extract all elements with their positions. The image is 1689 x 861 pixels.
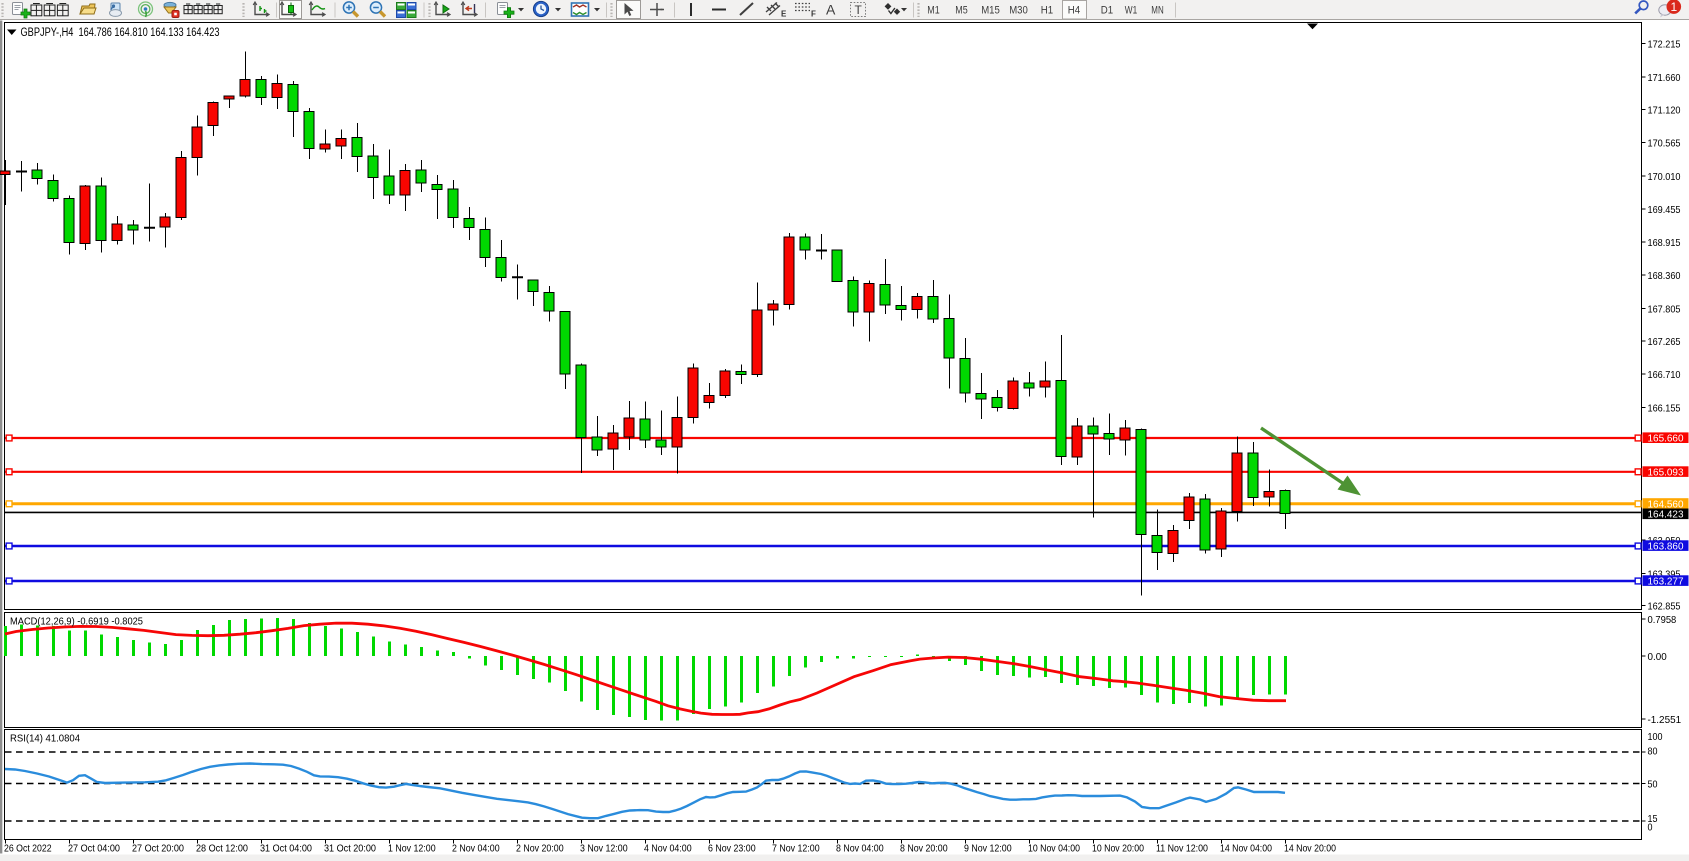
svg-text:164.560: 164.560 <box>1648 499 1684 510</box>
svg-text:M30: M30 <box>1009 5 1028 17</box>
svg-text:167.805: 167.805 <box>1648 304 1681 315</box>
svg-text:31 Oct 04:00: 31 Oct 04:00 <box>260 844 312 855</box>
svg-text:27 Oct 04:00: 27 Oct 04:00 <box>68 844 120 855</box>
svg-text:27 Oct 20:00: 27 Oct 20:00 <box>132 844 184 855</box>
svg-text:8 Nov 20:00: 8 Nov 20:00 <box>900 844 948 855</box>
svg-text:171.120: 171.120 <box>1648 105 1681 116</box>
svg-text:168.360: 168.360 <box>1648 271 1681 282</box>
svg-text:1: 1 <box>1670 0 1677 14</box>
svg-text:8 Nov 04:00: 8 Nov 04:00 <box>836 844 884 855</box>
svg-text:M1: M1 <box>927 5 939 17</box>
svg-text:170.565: 170.565 <box>1648 138 1681 149</box>
svg-text:RSI(14) 41.0804: RSI(14) 41.0804 <box>10 734 80 745</box>
svg-text:2 Nov 04:00: 2 Nov 04:00 <box>452 844 500 855</box>
svg-text:165.660: 165.660 <box>1648 434 1684 445</box>
svg-text:0.00: 0.00 <box>1648 652 1667 663</box>
svg-text:163.395: 163.395 <box>1648 569 1681 580</box>
svg-text:A: A <box>826 2 836 18</box>
svg-text:28 Oct 12:00: 28 Oct 12:00 <box>196 844 248 855</box>
svg-text:162.855: 162.855 <box>1648 601 1681 612</box>
svg-text:164.423: 164.423 <box>1648 510 1684 521</box>
svg-text:169.455: 169.455 <box>1648 205 1681 216</box>
svg-text:3 Nov 12:00: 3 Nov 12:00 <box>580 844 628 855</box>
svg-text:H1: H1 <box>1041 5 1053 17</box>
svg-text:172.215: 172.215 <box>1648 39 1681 50</box>
svg-text:F: F <box>811 10 816 19</box>
svg-text:168.915: 168.915 <box>1648 238 1681 249</box>
svg-text:7 Nov 12:00: 7 Nov 12:00 <box>772 844 820 855</box>
svg-text:MACD(12,26,9) -0.6919 -0.8025: MACD(12,26,9) -0.6919 -0.8025 <box>10 617 143 628</box>
svg-text:166.155: 166.155 <box>1648 403 1681 414</box>
svg-text:167.265: 167.265 <box>1648 337 1681 348</box>
svg-text:9 Nov 12:00: 9 Nov 12:00 <box>964 844 1012 855</box>
svg-text:11 Nov 12:00: 11 Nov 12:00 <box>1156 844 1208 855</box>
svg-text:6 Nov 23:00: 6 Nov 23:00 <box>708 844 756 855</box>
svg-text:100: 100 <box>1648 732 1663 743</box>
svg-text:14 Nov 04:00: 14 Nov 04:00 <box>1220 844 1272 855</box>
svg-text:50: 50 <box>1648 779 1658 790</box>
svg-text:15: 15 <box>1648 814 1658 825</box>
svg-text:MN: MN <box>1151 5 1163 17</box>
svg-text:W1: W1 <box>1125 5 1137 17</box>
svg-text:0.7958: 0.7958 <box>1648 615 1677 626</box>
svg-text:10 Nov 04:00: 10 Nov 04:00 <box>1028 844 1080 855</box>
svg-text:4 Nov 04:00: 4 Nov 04:00 <box>644 844 692 855</box>
svg-text:10 Nov 20:00: 10 Nov 20:00 <box>1092 844 1144 855</box>
svg-text:1 Nov 12:00: 1 Nov 12:00 <box>388 844 436 855</box>
svg-text:171.660: 171.660 <box>1648 73 1681 84</box>
svg-text:170.010: 170.010 <box>1648 172 1681 183</box>
svg-text:163.277: 163.277 <box>1648 577 1684 588</box>
svg-text:166.710: 166.710 <box>1648 370 1681 381</box>
svg-text:E: E <box>781 10 787 19</box>
svg-text:M5: M5 <box>955 5 967 17</box>
svg-text:165.093: 165.093 <box>1648 468 1684 479</box>
svg-text:-1.2551: -1.2551 <box>1648 715 1682 726</box>
svg-text:26 Oct 2022: 26 Oct 2022 <box>4 844 52 855</box>
svg-text:H4: H4 <box>1068 5 1080 17</box>
svg-text:2 Nov 20:00: 2 Nov 20:00 <box>516 844 564 855</box>
svg-text:GBPJPY-,H4 164.786 164.810 16: GBPJPY-,H4 164.786 164.810 164.133 164.4… <box>21 27 220 39</box>
svg-text:0: 0 <box>1648 822 1653 833</box>
svg-text:163.860: 163.860 <box>1648 542 1684 553</box>
svg-text:D1: D1 <box>1101 5 1113 17</box>
svg-text:14 Nov 20:00: 14 Nov 20:00 <box>1284 844 1336 855</box>
svg-text:T: T <box>855 3 863 17</box>
svg-text:M15: M15 <box>981 5 1000 17</box>
svg-text:80: 80 <box>1648 746 1658 757</box>
svg-text:31 Oct 20:00: 31 Oct 20:00 <box>324 844 376 855</box>
